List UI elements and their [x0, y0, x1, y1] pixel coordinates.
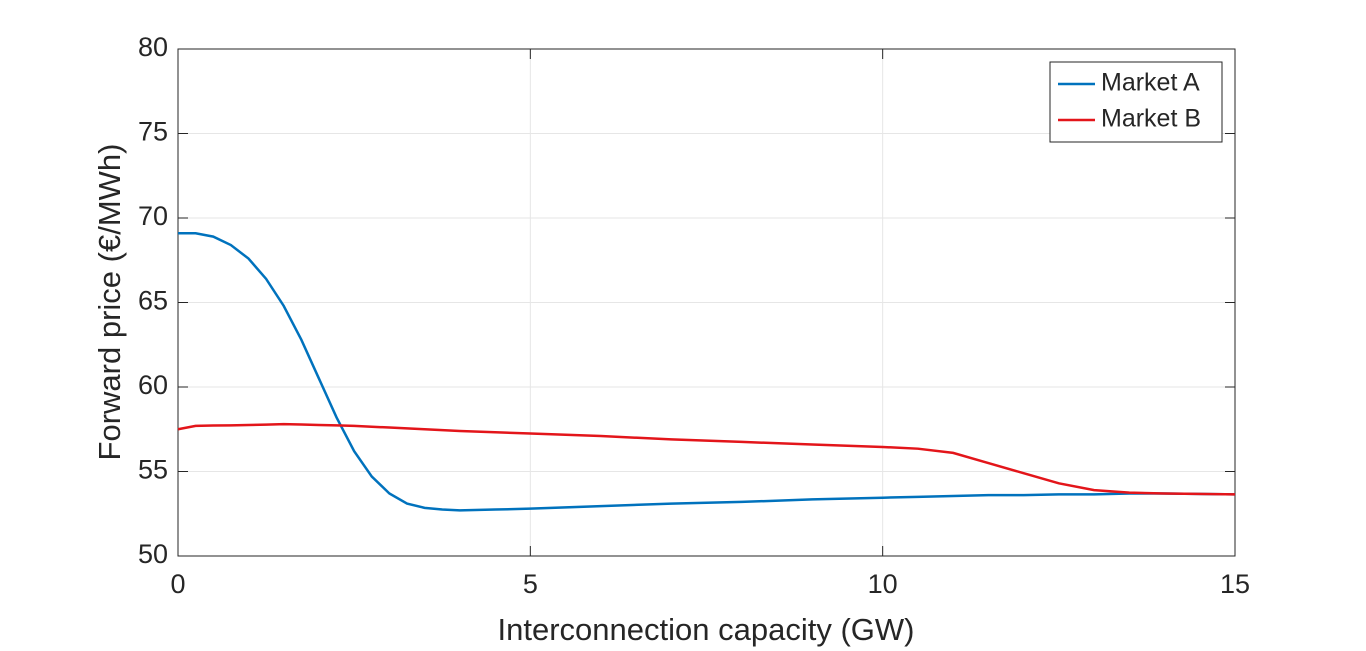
- series-line: [178, 231, 1236, 512]
- y-tick-label: 65: [138, 286, 168, 316]
- y-tick-label: 60: [138, 370, 168, 400]
- x-axis-label: Interconnection capacity (GW): [498, 612, 915, 647]
- x-tick-label: 15: [1220, 569, 1250, 599]
- y-tick-label: 70: [138, 201, 168, 231]
- axes-box: [177, 48, 1236, 557]
- y-tick-label: 55: [138, 455, 168, 485]
- legend-label: Market A: [1101, 69, 1200, 97]
- y-tick-label: 50: [138, 539, 168, 569]
- legend-label: Market B: [1101, 105, 1201, 133]
- legend-box: [1049, 61, 1223, 143]
- series-line: [177, 422, 1236, 496]
- y-tick-label: 75: [138, 117, 168, 147]
- x-tick-label: 5: [523, 569, 538, 599]
- x-tick-label: 0: [170, 569, 185, 599]
- x-tick-label: 10: [868, 569, 898, 599]
- y-tick-label: 80: [138, 32, 168, 62]
- legend: Market A Market B: [1049, 61, 1223, 143]
- y-axis-label: Forward price (€/MWh): [92, 144, 127, 461]
